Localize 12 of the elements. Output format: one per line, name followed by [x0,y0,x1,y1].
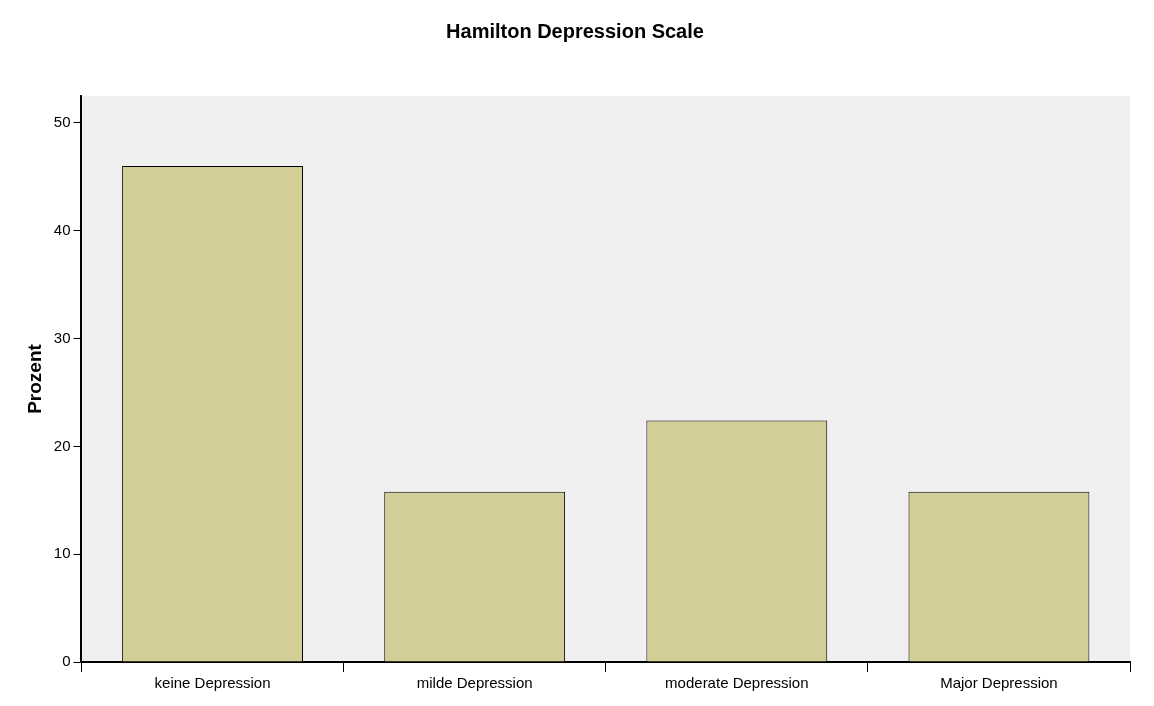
y-tick-label: 20 [53,436,71,454]
x-tick-label: keine Depression [154,674,271,692]
y-tick-label: 0 [62,652,71,670]
y-axis-title: Prozent [23,343,45,414]
y-tick-label: 40 [53,220,71,238]
x-tick-label: moderate Depression [665,674,809,692]
y-tick-label: 10 [53,544,71,562]
x-tick-label: Major Depression [940,674,1058,692]
chart-title: Hamilton Depression Scale [446,19,704,42]
y-tick-label: 50 [53,113,71,131]
x-tick-label: milde Depression [416,674,533,692]
y-tick-label: 30 [53,328,71,346]
